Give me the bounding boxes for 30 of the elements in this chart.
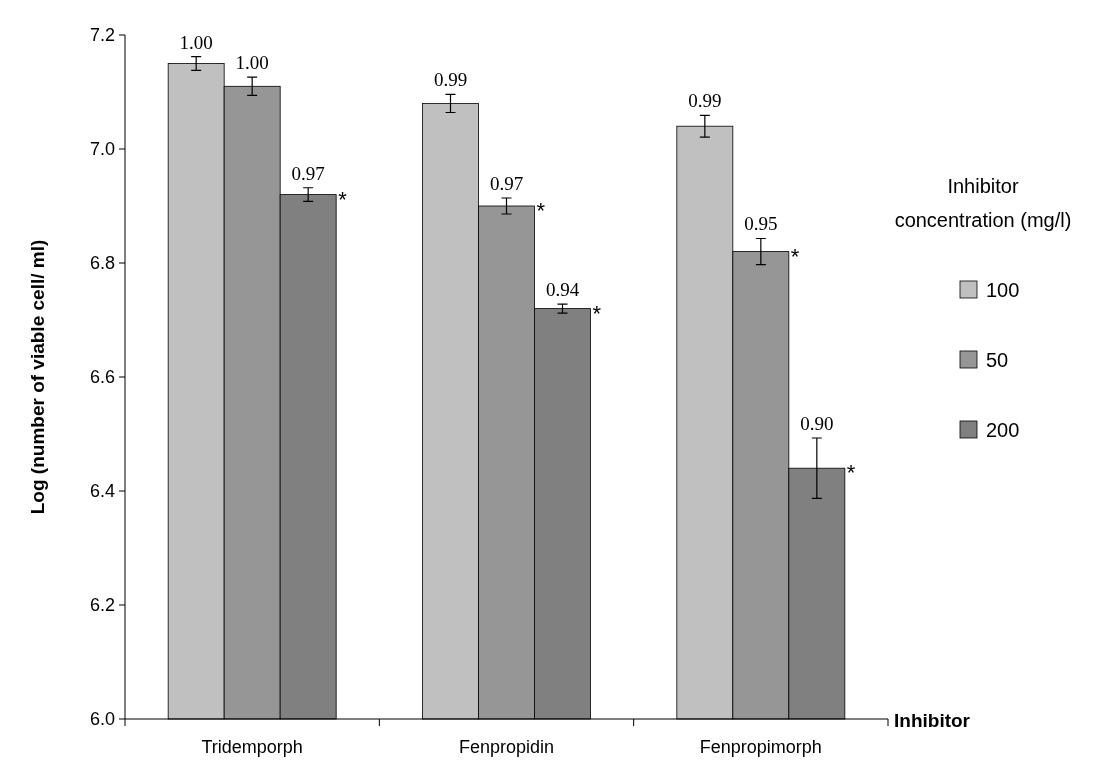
y-tick-label: 6.0 (89, 709, 115, 729)
annotation: * (592, 300, 602, 326)
annotation: * (846, 460, 856, 486)
y-tick-label: 7.0 (89, 139, 115, 159)
annotation: 1.00 (179, 31, 213, 53)
x-axis-title: Inhibitor (894, 710, 971, 731)
annotation: 0.95 (744, 213, 778, 235)
legend-title: Inhibitor concentration (mg/l) (894, 175, 1072, 231)
legend-label: 50 (986, 349, 1009, 371)
annotation: 0.94 (545, 279, 580, 301)
annotation: 1.00 (235, 52, 269, 74)
x-tick-label: Fenpropimorph (699, 737, 822, 757)
annotation: * (790, 243, 800, 269)
annotation: 0.97 (291, 162, 325, 184)
annotation: * (536, 198, 546, 223)
annotation: * (338, 186, 348, 212)
y-tick-label: 6.2 (89, 595, 115, 615)
y-tick-label: 7.2 (89, 25, 115, 45)
legend-label: 200 (986, 419, 1020, 441)
y-axis-title: Log (number of viable cell/ ml) (27, 239, 48, 515)
y-tick-label: 6.6 (89, 367, 115, 387)
y-tick-label: 6.8 (89, 253, 115, 273)
annotation: 0.99 (688, 90, 722, 112)
x-tick-label: Tridemporph (201, 737, 303, 757)
annotation: 0.97 (489, 173, 524, 195)
annotation: 0.90 (800, 412, 834, 434)
y-tick-label: 6.4 (89, 481, 115, 501)
legend-label: 100 (986, 279, 1020, 301)
annotation: 0.99 (433, 69, 468, 91)
x-tick-label: Fenpropidin (458, 737, 555, 757)
